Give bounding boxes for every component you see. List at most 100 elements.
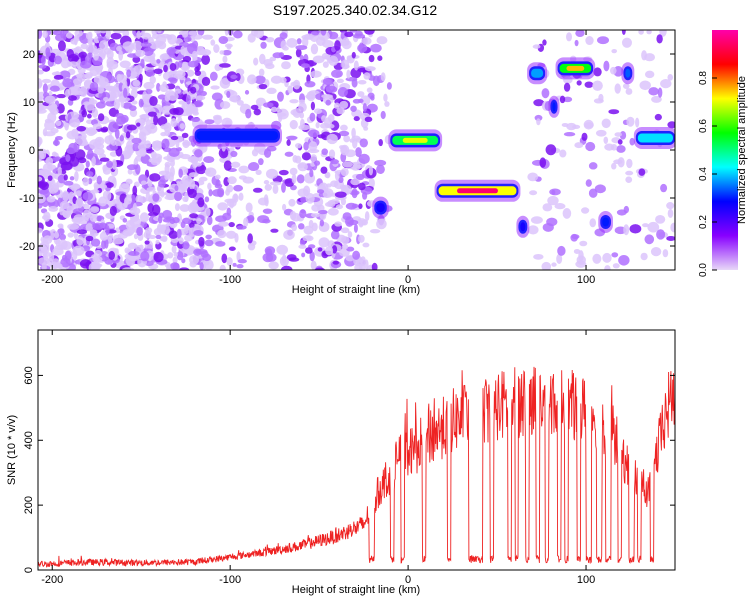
spectrogram-speckle <box>41 78 52 84</box>
spectrogram-speckle <box>269 181 282 186</box>
spectrogram-speckle <box>164 161 171 168</box>
spectrogram-speckle <box>345 254 355 262</box>
snr-ytick-label: 0 <box>23 567 35 573</box>
spectrogram-speckle <box>70 38 78 45</box>
spectrogram-speckle <box>65 32 73 39</box>
spectrogram-speckle <box>610 143 618 151</box>
spectrogram-speckle <box>147 111 157 117</box>
spectrogram-speckle <box>226 184 234 193</box>
spectrogram-speckle <box>221 253 228 264</box>
spectrogram-speckle <box>43 246 48 257</box>
spectrogram-speckle <box>571 234 580 240</box>
spectrogram-speckle <box>164 195 176 201</box>
spectrogram-speckle <box>119 135 124 142</box>
spectrogram-speckle <box>315 121 320 129</box>
spectrogram-speckle <box>562 96 573 103</box>
spectrogram-speckle <box>138 73 143 83</box>
spectrogram-speckle <box>611 252 619 258</box>
spectrogram-speckle <box>88 262 100 270</box>
spectrogram-speckle <box>86 113 92 119</box>
spectrogram-speckle <box>310 101 315 111</box>
spectrogram-speckle <box>55 33 67 42</box>
spectrogram-speckle <box>79 259 92 269</box>
spectrogram-speckle <box>190 117 201 123</box>
spectrogram-speckle <box>197 197 205 208</box>
spectrogram-speckle <box>38 81 43 88</box>
spectrogram-speckle <box>306 91 316 102</box>
spectrogram-speckle <box>112 237 124 245</box>
spectrogram-speckle <box>299 55 304 61</box>
spectrogram-speckle <box>346 69 351 79</box>
spectrogram-speckle <box>349 30 358 33</box>
spectrogram-speckle <box>215 240 226 247</box>
spectrogram-speckle <box>201 76 211 87</box>
spectrogram-speckle <box>170 135 179 141</box>
spectrogram-speckle <box>188 172 199 178</box>
spectrogram-speckle <box>574 142 584 149</box>
spectrogram-speckle <box>65 154 71 162</box>
spectrogram-speckle <box>666 235 675 241</box>
spectrogram-speckle <box>303 225 314 235</box>
spectrogram-speckle <box>92 123 102 130</box>
spectrogram-speckle <box>357 43 368 53</box>
spectrogram-speckle <box>204 207 211 217</box>
spectrogram-speckle <box>319 219 325 227</box>
spectrogram-speckle <box>149 96 158 107</box>
spectrogram-speckle <box>145 227 153 234</box>
spectral-feature <box>527 62 548 85</box>
spectrogram-speckle <box>307 148 320 154</box>
spectrogram-speckle <box>629 224 642 234</box>
spectrogram-speckle <box>278 169 289 176</box>
spectrogram-speckle <box>199 70 207 79</box>
spectrogram-speckle <box>343 134 351 143</box>
spectrogram-speckle <box>69 176 75 181</box>
snr-xtick-label: -100 <box>219 574 241 586</box>
snr-ylabel: SNR (10 * v/v) <box>6 415 18 485</box>
spectrogram-speckle <box>264 197 269 207</box>
spectrogram-speckle <box>130 194 136 204</box>
spectrogram-speckle <box>376 164 385 175</box>
spectrogram-speckle <box>335 204 343 210</box>
spectrogram-speckle <box>156 30 162 34</box>
spectrogram-speckle <box>574 39 579 47</box>
spectrogram-xtick-label: -100 <box>219 274 241 286</box>
spectrogram-speckle <box>66 205 74 216</box>
spectrogram-speckle <box>74 30 84 37</box>
spectrogram-speckle <box>236 264 244 269</box>
spectrogram-speckle <box>59 233 66 241</box>
spectrogram-speckle <box>325 85 338 94</box>
spectral-feature <box>372 196 389 219</box>
spectrogram-speckle <box>297 163 306 169</box>
spectrogram-speckle <box>121 183 131 189</box>
spectrogram-speckle <box>346 246 355 252</box>
spectrogram-speckle <box>656 229 666 240</box>
spectrogram-speckle <box>608 109 620 115</box>
spectrogram-speckle <box>557 245 566 256</box>
spectrogram-speckle <box>270 75 283 84</box>
spectrogram-speckle <box>169 62 177 71</box>
spectrogram-speckle <box>566 32 573 42</box>
spectrogram-speckle <box>300 196 307 204</box>
spectrogram-speckle <box>92 222 104 230</box>
spectrogram-speckle <box>202 34 214 40</box>
spectrogram-speckle <box>172 108 178 114</box>
spectrogram-speckle <box>73 47 80 53</box>
spectrogram-speckle <box>191 50 198 61</box>
snr-frame <box>37 329 676 571</box>
spectrogram-speckle <box>656 34 663 44</box>
spectrogram-speckle <box>67 223 80 230</box>
spectrogram-speckle <box>106 144 118 151</box>
spectrogram-speckle <box>181 61 189 71</box>
spectrogram-speckle <box>625 170 634 176</box>
spectrogram-speckle <box>286 135 298 140</box>
spectrogram-speckle <box>174 88 182 94</box>
spectrogram-speckle <box>108 233 114 240</box>
spectrogram-speckle <box>52 247 64 256</box>
snr-xtick-label: -200 <box>41 574 63 586</box>
spectrogram-speckle <box>353 223 358 233</box>
spectrogram-speckle <box>166 47 176 56</box>
spectrogram-speckle <box>219 50 225 55</box>
spectrogram-speckle <box>81 110 88 118</box>
spectrogram-speckle <box>317 210 328 215</box>
